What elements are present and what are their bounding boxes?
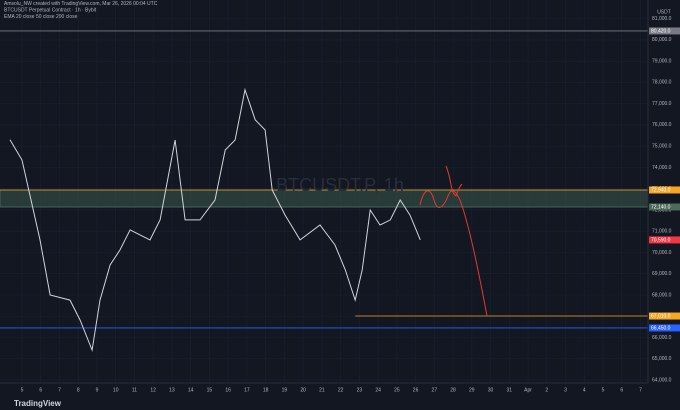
price-level-label: 72,140.0 [651,204,671,210]
price-level-label: 72,940.0 [651,187,671,193]
price-level-tag [649,27,680,35]
last-price-label: 70,590.0 [651,237,671,243]
y-tick-label: 69,000.0 [652,271,672,277]
y-tick-label: 66,000.0 [652,335,672,341]
x-tick-label: 7 [639,387,642,393]
header-indicators: EMA 20 close 50 close 200 close [4,14,78,20]
price-level-label: 66,450.0 [651,325,671,331]
x-tick-label: 15 [207,387,213,393]
x-tick-label: 26 [413,387,419,393]
currency: USDT [657,9,671,15]
y-tick-label: 64,000.0 [652,377,672,383]
x-tick-label: 31 [507,387,513,393]
x-tick-label: 5 [602,387,605,393]
x-tick-label: 14 [188,387,194,393]
x-tick-label: Apr [524,387,532,393]
y-tick-label: 76,000.0 [652,122,672,128]
y-tick-label: 65,000.0 [652,356,672,362]
x-tick-label: 12 [150,387,156,393]
y-tick-label: 80,000.0 [652,37,672,43]
footer-logo: TradingView [14,399,62,408]
forecast-drawing [419,190,488,317]
price-level-tag [649,186,680,194]
x-tick-label: 20 [300,387,306,393]
header-symbol: BTCUSDT Perpetual Contract · 1h · Bybit [4,7,97,13]
price-line [9,87,421,352]
x-tick-label: 13 [169,387,175,393]
forecast-drawing [445,165,463,197]
x-tick-label: 25 [394,387,400,393]
price-level-tag [649,324,680,332]
y-tick-label: 78,000.0 [652,80,672,86]
x-tick-label: 6 [620,387,623,393]
footer-bar [0,398,680,410]
x-tick-label: 16 [225,387,231,393]
x-tick-label: 29 [469,387,475,393]
x-tick-label: 18 [263,387,269,393]
x-tick-label: 7 [58,387,61,393]
x-tick-label: 5 [21,387,24,393]
y-tick-label: 79,000.0 [652,58,672,64]
x-tick-label: 10 [113,387,119,393]
y-tick-label: 75,000.0 [652,144,672,150]
x-tick-label: 11 [132,387,137,393]
x-tick-label: 19 [282,387,288,393]
y-tick-label: 70,000.0 [652,250,672,256]
x-tick-label: 2 [545,387,548,393]
x-tick-label: 17 [244,387,250,393]
last-price-tag [649,236,680,244]
price-level-label: 80,420.0 [651,28,671,34]
watermark: BTCUSDT.P, 1h [276,175,404,195]
y-tick-label: 68,000.0 [652,292,672,298]
x-tick-label: 28 [450,387,456,393]
x-tick-label: 3 [564,387,567,393]
price-level-tag [649,312,680,320]
x-tick-label: 30 [488,387,494,393]
x-tick-label: 22 [338,387,344,393]
x-tick-label: 23 [357,387,363,393]
y-tick-label: 77,000.0 [652,101,672,107]
y-tick-label: 74,000.0 [652,165,672,171]
price-level-label: 67,010.0 [651,313,671,319]
x-tick-label: 27 [432,387,438,393]
x-tick-label: 9 [96,387,99,393]
x-tick-label: 8 [77,387,80,393]
x-tick-label: 6 [39,387,42,393]
y-tick-label: 71,000.0 [652,229,672,235]
y-tick-label: 81,000.0 [652,16,672,22]
price-level-tag [649,203,680,211]
header-title: Amsolu_NW created with TradingView.com, … [4,1,158,7]
x-tick-label: 21 [319,387,325,393]
x-tick-label: 24 [375,387,381,393]
x-tick-label: 4 [583,387,586,393]
